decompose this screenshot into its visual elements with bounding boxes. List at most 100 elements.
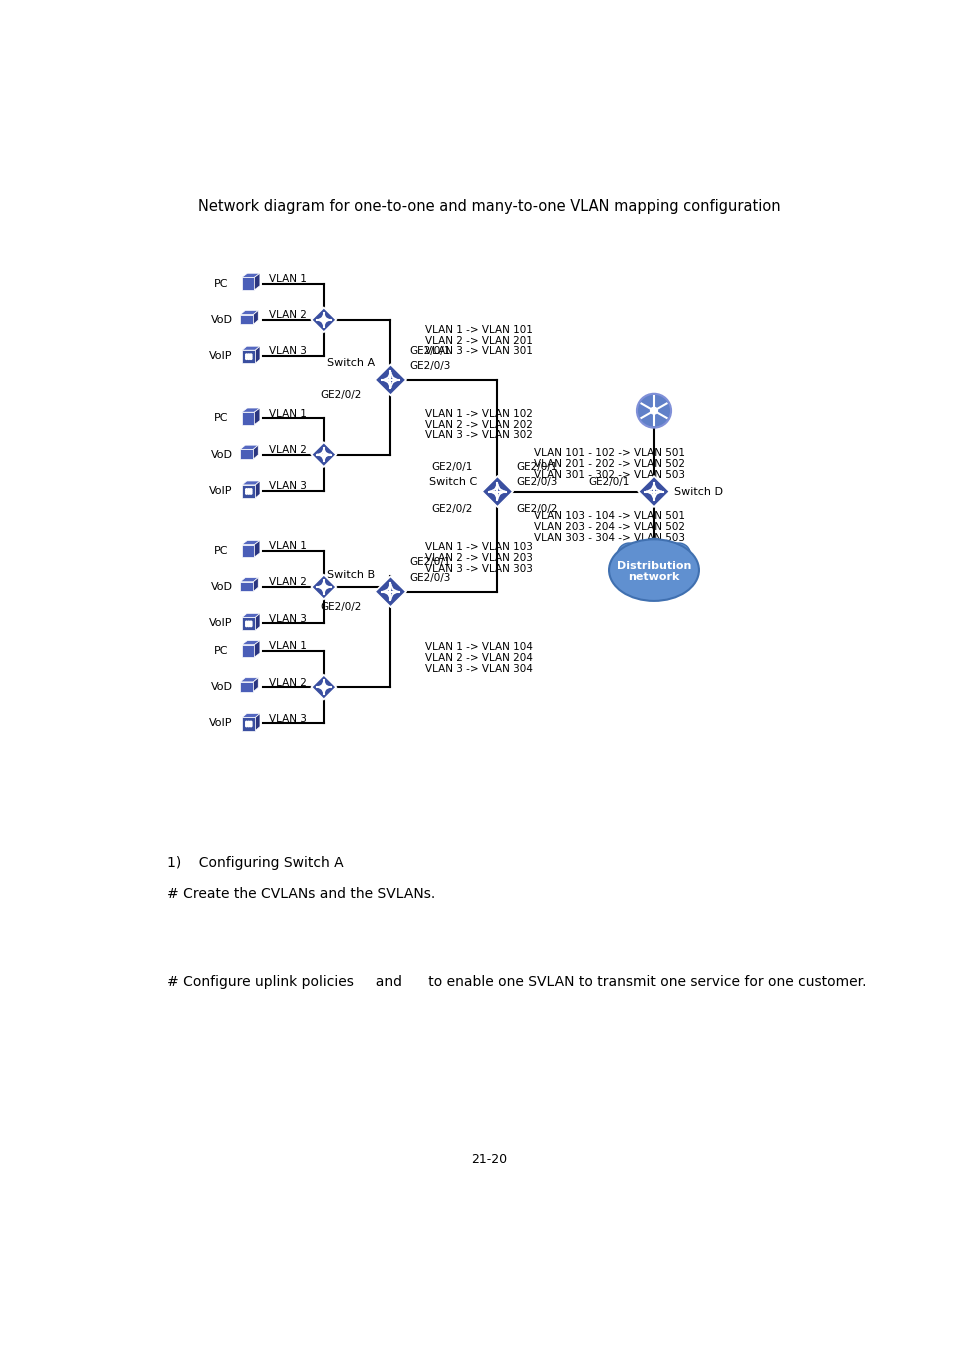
Text: VoD: VoD [211, 315, 233, 325]
Polygon shape [241, 540, 259, 544]
Text: PC: PC [213, 645, 228, 656]
Text: GE2/0/3: GE2/0/3 [410, 572, 451, 583]
Circle shape [248, 721, 250, 724]
Text: GE2/0/2: GE2/0/2 [517, 504, 558, 513]
Text: VLAN 2: VLAN 2 [269, 310, 306, 320]
Text: VLAN 2: VLAN 2 [269, 678, 306, 687]
Text: VLAN 1: VLAN 1 [269, 641, 306, 651]
Text: VLAN 103 - 104 -> VLAN 501: VLAN 103 - 104 -> VLAN 501 [534, 512, 684, 521]
Circle shape [248, 489, 250, 490]
Polygon shape [242, 617, 255, 630]
Text: VoIP: VoIP [209, 351, 233, 360]
Text: VLAN 3 -> VLAN 304: VLAN 3 -> VLAN 304 [425, 664, 533, 674]
Polygon shape [253, 310, 258, 324]
Polygon shape [242, 717, 255, 730]
Circle shape [246, 724, 247, 725]
Polygon shape [240, 578, 258, 582]
Polygon shape [638, 477, 669, 508]
Text: VLAN 2 -> VLAN 202: VLAN 2 -> VLAN 202 [425, 420, 533, 429]
Circle shape [248, 354, 250, 356]
Text: GE2/0/1: GE2/0/1 [410, 558, 451, 567]
Text: VLAN 3 -> VLAN 302: VLAN 3 -> VLAN 302 [425, 431, 533, 440]
Circle shape [248, 725, 250, 726]
Polygon shape [241, 408, 259, 412]
Text: GE2/0/1: GE2/0/1 [587, 478, 629, 487]
Polygon shape [241, 273, 259, 277]
Polygon shape [255, 481, 260, 498]
Circle shape [248, 625, 250, 626]
Circle shape [248, 724, 250, 725]
Polygon shape [240, 310, 258, 315]
Circle shape [250, 721, 252, 724]
Text: Switch B: Switch B [327, 570, 375, 579]
Circle shape [617, 543, 640, 567]
Circle shape [250, 354, 252, 356]
Text: Switch D: Switch D [674, 486, 722, 497]
Text: GE2/0/2: GE2/0/2 [431, 504, 473, 513]
Text: VLAN 3 -> VLAN 303: VLAN 3 -> VLAN 303 [425, 563, 533, 574]
Circle shape [250, 625, 252, 626]
Polygon shape [255, 714, 260, 730]
Text: VLAN 3: VLAN 3 [269, 714, 306, 724]
Polygon shape [255, 346, 260, 363]
Circle shape [246, 354, 247, 356]
Text: GE2/0/3: GE2/0/3 [517, 478, 558, 487]
Text: # Create the CVLANs and the SVLANs.: # Create the CVLANs and the SVLANs. [167, 887, 436, 900]
Polygon shape [311, 675, 335, 699]
Text: GE2/0/3: GE2/0/3 [410, 360, 451, 371]
Circle shape [650, 408, 657, 414]
Polygon shape [242, 350, 255, 363]
Polygon shape [255, 613, 260, 630]
Text: VLAN 3: VLAN 3 [269, 347, 306, 356]
Text: VLAN 1: VLAN 1 [269, 274, 306, 284]
Text: GE2/0/2: GE2/0/2 [320, 390, 362, 401]
Polygon shape [241, 544, 254, 558]
Text: VLAN 1 -> VLAN 101: VLAN 1 -> VLAN 101 [425, 325, 533, 335]
Text: VLAN 3: VLAN 3 [269, 481, 306, 491]
Text: VLAN 3: VLAN 3 [269, 614, 306, 624]
Polygon shape [242, 613, 260, 617]
Text: VLAN 1 -> VLAN 104: VLAN 1 -> VLAN 104 [425, 643, 533, 652]
Text: PC: PC [213, 413, 228, 424]
Circle shape [246, 489, 247, 490]
Text: VLAN 2: VLAN 2 [269, 446, 306, 455]
Polygon shape [253, 678, 258, 691]
Circle shape [250, 621, 252, 622]
Polygon shape [240, 678, 258, 682]
Circle shape [246, 356, 247, 358]
Polygon shape [241, 412, 254, 425]
Text: VoIP: VoIP [209, 618, 233, 628]
Text: PC: PC [213, 278, 228, 289]
Text: VLAN 303 - 304 -> VLAN 503: VLAN 303 - 304 -> VLAN 503 [534, 533, 684, 543]
Circle shape [246, 625, 247, 626]
Polygon shape [242, 481, 260, 485]
Text: VLAN 3 -> VLAN 301: VLAN 3 -> VLAN 301 [425, 347, 533, 356]
Polygon shape [254, 408, 259, 425]
Polygon shape [241, 645, 254, 657]
Text: VoD: VoD [211, 450, 233, 459]
Polygon shape [240, 450, 253, 459]
Text: GE2/0/1: GE2/0/1 [431, 462, 473, 472]
Text: GE2/0/1: GE2/0/1 [410, 346, 451, 355]
Text: VLAN 301 - 302 -> VLAN 503: VLAN 301 - 302 -> VLAN 503 [534, 470, 684, 479]
Circle shape [250, 490, 252, 493]
Circle shape [250, 489, 252, 490]
Text: VLAN 1 -> VLAN 103: VLAN 1 -> VLAN 103 [425, 541, 533, 552]
Circle shape [248, 621, 250, 622]
Circle shape [248, 493, 250, 494]
Polygon shape [253, 446, 258, 459]
Text: 1)    Configuring Switch A: 1) Configuring Switch A [167, 856, 344, 869]
Polygon shape [253, 578, 258, 591]
Polygon shape [242, 714, 260, 717]
Polygon shape [240, 315, 253, 324]
Circle shape [666, 543, 690, 567]
Text: Switch A: Switch A [327, 358, 375, 369]
Circle shape [250, 724, 252, 725]
Circle shape [641, 539, 665, 562]
Text: GE2/0/2: GE2/0/2 [320, 602, 362, 612]
Text: Network diagram for one-to-one and many-to-one VLAN mapping configuration: Network diagram for one-to-one and many-… [197, 200, 780, 215]
Circle shape [250, 622, 252, 625]
Polygon shape [254, 540, 259, 558]
Polygon shape [242, 346, 260, 350]
Text: VoD: VoD [211, 682, 233, 693]
